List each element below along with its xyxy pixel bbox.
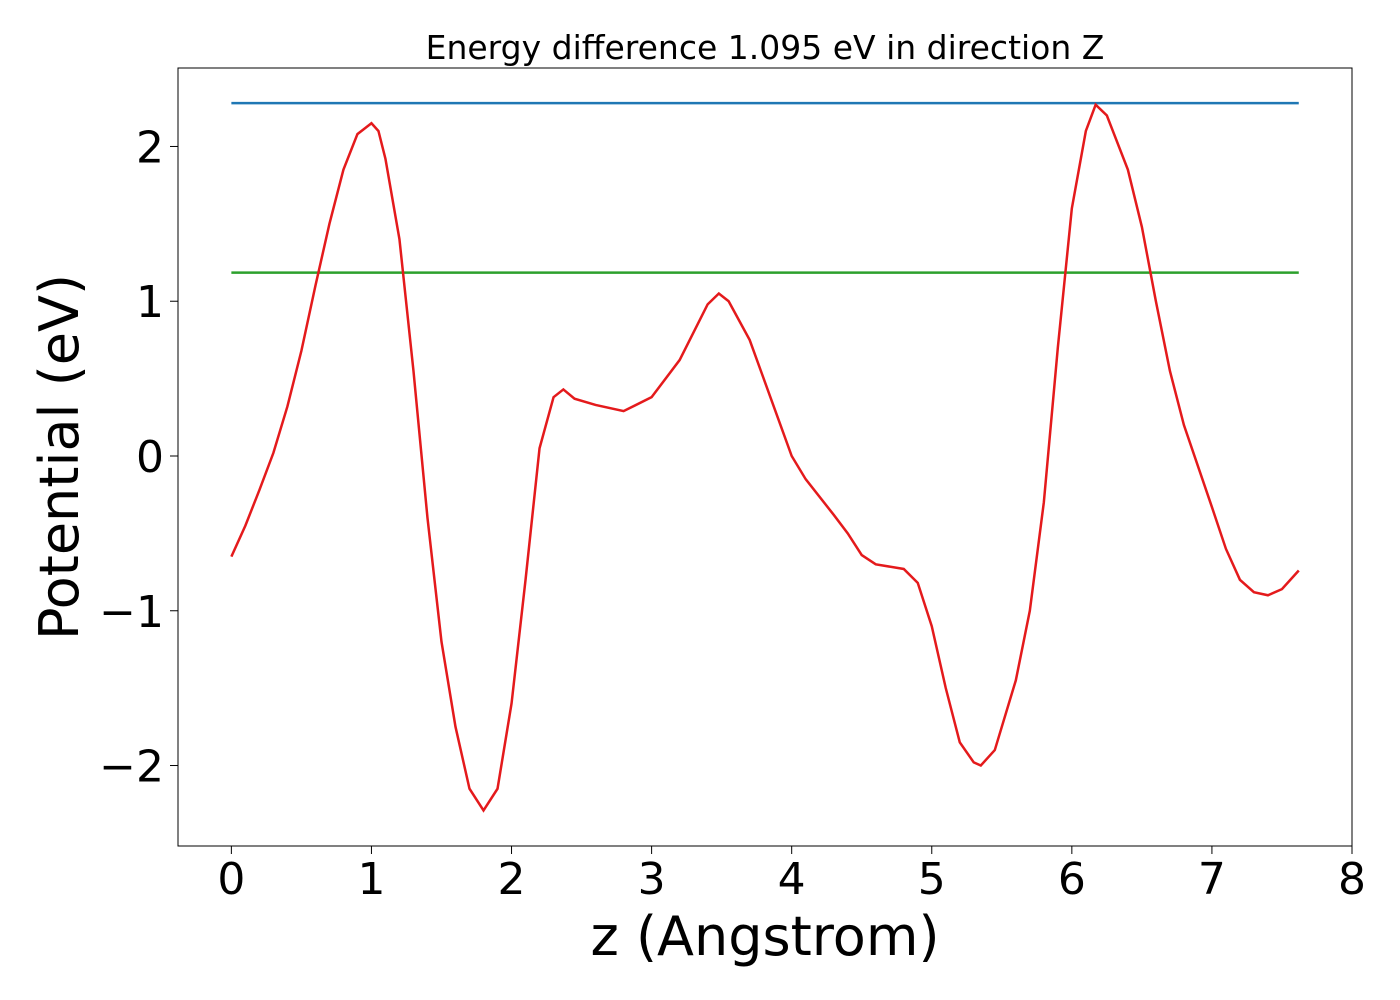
x-axis-label: z (Angstrom) <box>590 905 939 968</box>
y-tick-label: −1 <box>99 587 164 638</box>
x-tick-label: 8 <box>1338 854 1366 905</box>
y-tick-label: 2 <box>136 122 164 173</box>
x-tick-label: 6 <box>1058 854 1086 905</box>
y-tick-label: −2 <box>99 742 164 793</box>
y-axis-label: Potential (eV) <box>28 274 91 640</box>
y-tick-label: 1 <box>136 277 164 328</box>
y-tick-label: 0 <box>136 432 164 483</box>
series-line <box>230 102 1300 813</box>
x-tick-label: 0 <box>217 854 245 905</box>
x-tick-label: 5 <box>918 854 946 905</box>
chart-title: Energy difference 1.095 eV in direction … <box>426 28 1105 67</box>
x-tick-label: 3 <box>638 854 666 905</box>
x-tick-label: 2 <box>498 854 526 905</box>
x-tick-label: 7 <box>1198 854 1226 905</box>
x-tick-label: 1 <box>357 854 385 905</box>
plot-frame <box>177 67 1353 847</box>
x-tick-label: 4 <box>778 854 806 905</box>
